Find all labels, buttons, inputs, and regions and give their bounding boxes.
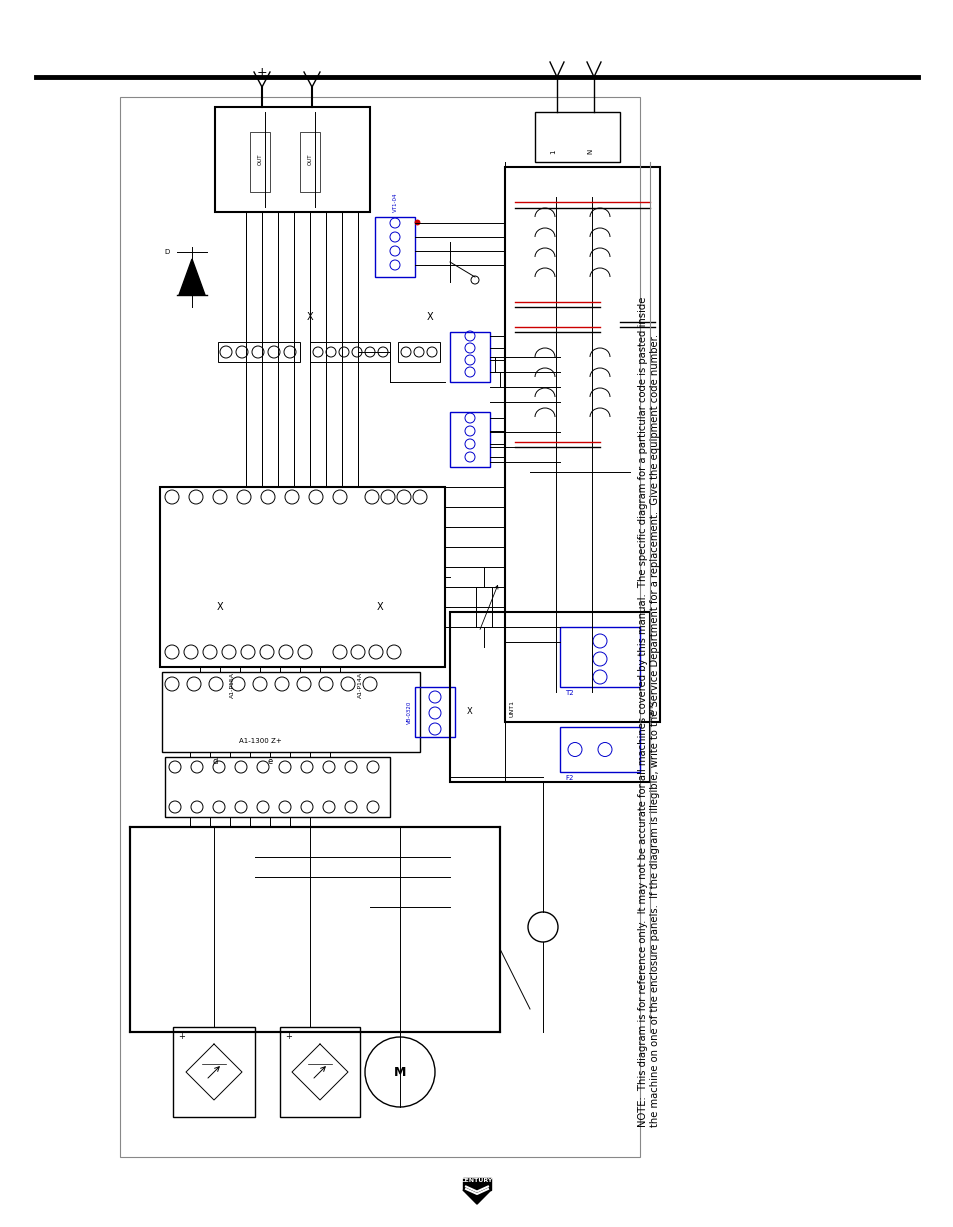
Bar: [310, 342, 390, 362]
Text: X: X: [426, 312, 433, 321]
Text: e: e: [267, 757, 273, 766]
Text: F2: F2: [564, 775, 573, 782]
Bar: [450, 412, 490, 467]
Text: +: +: [256, 65, 267, 79]
Bar: [280, 1027, 359, 1117]
Text: -: -: [310, 72, 314, 82]
Text: d: d: [213, 757, 217, 766]
Bar: [165, 757, 390, 817]
Bar: [160, 487, 444, 667]
Text: X: X: [216, 602, 223, 612]
Text: N: N: [586, 148, 593, 155]
Text: A1-P14A: A1-P14A: [357, 672, 362, 698]
Bar: [559, 728, 639, 772]
Bar: [162, 672, 419, 752]
Text: OUT: OUT: [257, 153, 262, 166]
Text: NOTE:  This diagram is for reference only.  It may not be accurate for all machi: NOTE: This diagram is for reference only…: [638, 297, 659, 1128]
Text: UNT2: UNT2: [649, 699, 655, 717]
Bar: [218, 342, 299, 362]
Text: A1-1300 Z+: A1-1300 Z+: [238, 737, 281, 744]
Bar: [375, 217, 415, 277]
Bar: [397, 342, 439, 362]
Text: X: X: [376, 602, 383, 612]
Bar: [120, 97, 639, 1157]
Text: VB-0320: VB-0320: [407, 701, 412, 724]
Text: +: +: [285, 1032, 292, 1040]
Text: D: D: [164, 249, 170, 255]
Bar: [462, 1178, 491, 1190]
Text: +: +: [178, 1032, 185, 1040]
Polygon shape: [179, 259, 205, 294]
Text: VT1-04: VT1-04: [392, 193, 397, 212]
Text: UNT1: UNT1: [510, 699, 515, 717]
Bar: [559, 627, 639, 687]
Bar: [214, 107, 370, 212]
Bar: [415, 687, 455, 737]
Bar: [450, 333, 490, 382]
Bar: [450, 612, 649, 782]
Text: CENTURY: CENTURY: [460, 1178, 493, 1183]
Bar: [535, 112, 619, 162]
Bar: [130, 827, 499, 1032]
Bar: [504, 167, 659, 721]
Bar: [476, 587, 492, 627]
Text: OUT: OUT: [307, 153, 313, 166]
Bar: [299, 133, 319, 191]
Text: T2: T2: [564, 690, 573, 696]
Text: A1-P15A: A1-P15A: [230, 672, 234, 698]
Bar: [250, 133, 270, 191]
Bar: [172, 1027, 254, 1117]
Text: X: X: [467, 708, 473, 717]
Text: M: M: [394, 1065, 406, 1079]
Text: X: X: [306, 312, 313, 321]
Text: 1: 1: [550, 150, 556, 155]
Polygon shape: [462, 1190, 491, 1204]
